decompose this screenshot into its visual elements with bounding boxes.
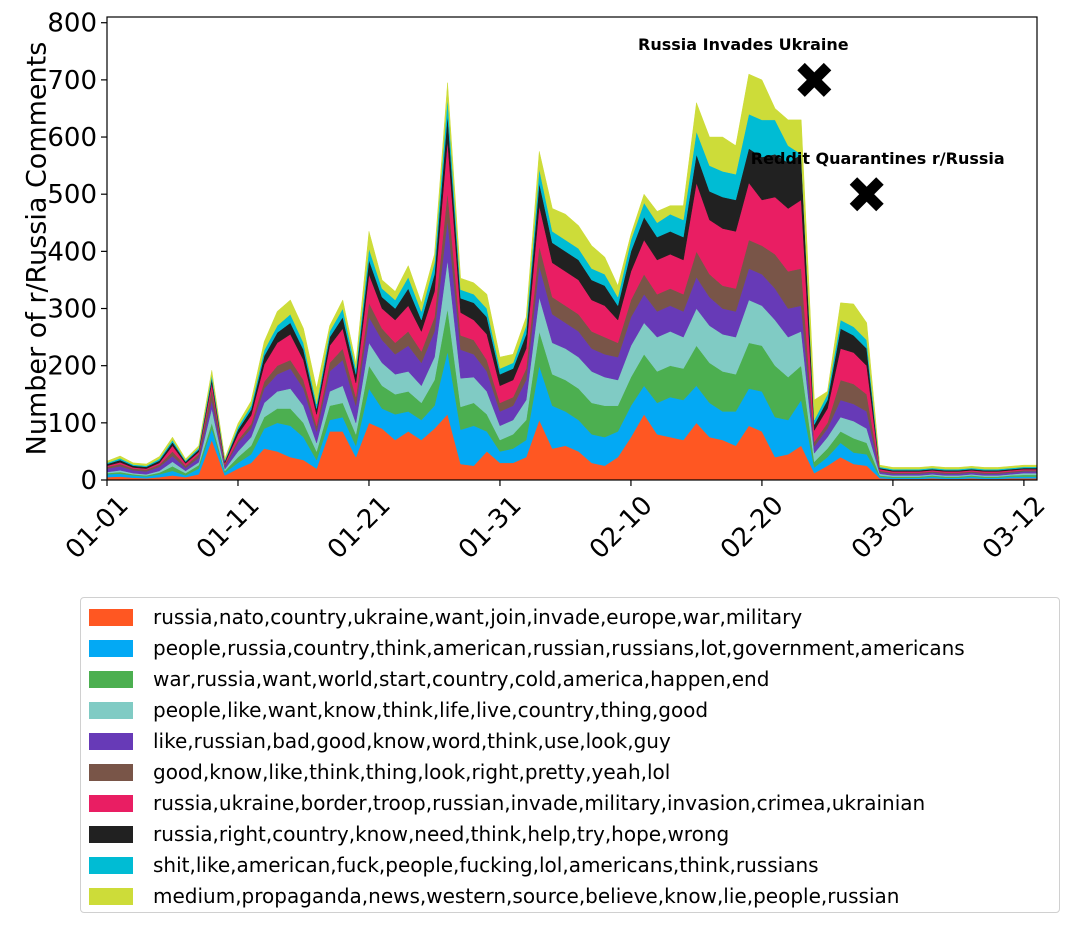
x-tick-label: 02-10: [584, 490, 659, 565]
y-tick-label: 700: [47, 66, 97, 96]
legend-item: people,russia,country,think,american,rus…: [89, 636, 965, 660]
legend-item: medium,propaganda,news,western,source,be…: [89, 884, 899, 908]
y-axis-label: Number of r/Russia Comments: [21, 42, 52, 456]
annotation-label: Russia Invades Ukraine: [638, 35, 849, 54]
x-tick-label: 03-02: [846, 490, 921, 565]
x-tick-label: 01-11: [191, 490, 266, 565]
legend-item: russia,right,country,know,need,think,hel…: [89, 822, 729, 846]
annotation-x-marker: [849, 177, 884, 212]
y-tick-label: 0: [80, 466, 97, 496]
legend-item: war,russia,want,world,start,country,cold…: [89, 667, 769, 691]
annotation-x-marker: [797, 62, 832, 97]
x-axis: 01-01 01-11 01-21 01-31 02-10 02-20 03-02 03-12: [60, 480, 1052, 565]
legend-label: war,russia,want,world,start,country,cold…: [153, 667, 770, 691]
x-tick-label: 03-12: [977, 490, 1052, 565]
legend-item: good,know,like,think,thing,look,right,pr…: [89, 760, 670, 784]
y-tick-label: 500: [47, 180, 97, 210]
plot-frame: [106, 16, 1038, 481]
y-tick-label: 400: [47, 237, 97, 267]
legend-label: russia,ukraine,border,troop,russian,inva…: [153, 791, 926, 815]
legend-label: good,know,like,think,thing,look,right,pr…: [153, 760, 671, 784]
y-axis: 0 100 200 300 400 500 600 700 800: [47, 9, 107, 496]
legend-item: russia,ukraine,border,troop,russian,inva…: [89, 791, 925, 815]
legend-swatch: [89, 639, 133, 657]
legend-swatch: [89, 856, 133, 874]
legend-swatch: [89, 825, 133, 843]
legend-swatch: [89, 701, 133, 719]
area-layers: [106, 73, 1038, 481]
legend-label: russia,nato,country,ukraine,want,join,in…: [153, 605, 803, 629]
x-tick-label: 01-31: [453, 490, 528, 565]
y-tick-label: 200: [47, 352, 97, 382]
legend-swatch: [89, 732, 133, 750]
annotations: Russia Invades Ukraine Reddit Quarantines…: [638, 35, 1005, 212]
legend-label: shit,like,american,fuck,people,fucking,l…: [153, 853, 819, 877]
legend-item: shit,like,american,fuck,people,fucking,l…: [89, 853, 819, 877]
x-tick-label: 01-01: [60, 490, 135, 565]
legend-item: like,russian,bad,good,know,word,think,us…: [89, 729, 671, 753]
legend-swatch: [89, 794, 133, 812]
y-tick-label: 600: [47, 123, 97, 153]
legend-label: russia,right,country,know,need,think,hel…: [153, 822, 730, 846]
legend-label: like,russian,bad,good,know,word,think,us…: [153, 729, 671, 753]
legend-swatch: [89, 887, 133, 905]
annotation-label: Reddit Quarantines r/Russia: [751, 149, 1005, 168]
stacked-area-chart: Russia Invades Ukraine Reddit Quarantines…: [21, 9, 1052, 565]
y-tick-label: 100: [47, 409, 97, 439]
legend-item: people,like,want,know,think,life,live,co…: [89, 698, 708, 722]
x-tick-label: 02-20: [715, 490, 790, 565]
y-tick-label: 800: [47, 9, 97, 39]
legend-label: people,like,want,know,think,life,live,co…: [153, 698, 709, 722]
legend-swatch: [89, 608, 133, 626]
legend-item: russia,nato,country,ukraine,want,join,in…: [89, 605, 802, 629]
legend-label: medium,propaganda,news,western,source,be…: [153, 884, 900, 908]
legend-swatch: [89, 763, 133, 781]
y-tick-label: 300: [47, 295, 97, 325]
x-tick-label: 01-21: [322, 490, 397, 565]
legend-label: people,russia,country,think,american,rus…: [153, 636, 965, 660]
legend: russia,nato,country,ukraine,want,join,in…: [80, 597, 1060, 913]
legend-swatch: [89, 670, 133, 688]
